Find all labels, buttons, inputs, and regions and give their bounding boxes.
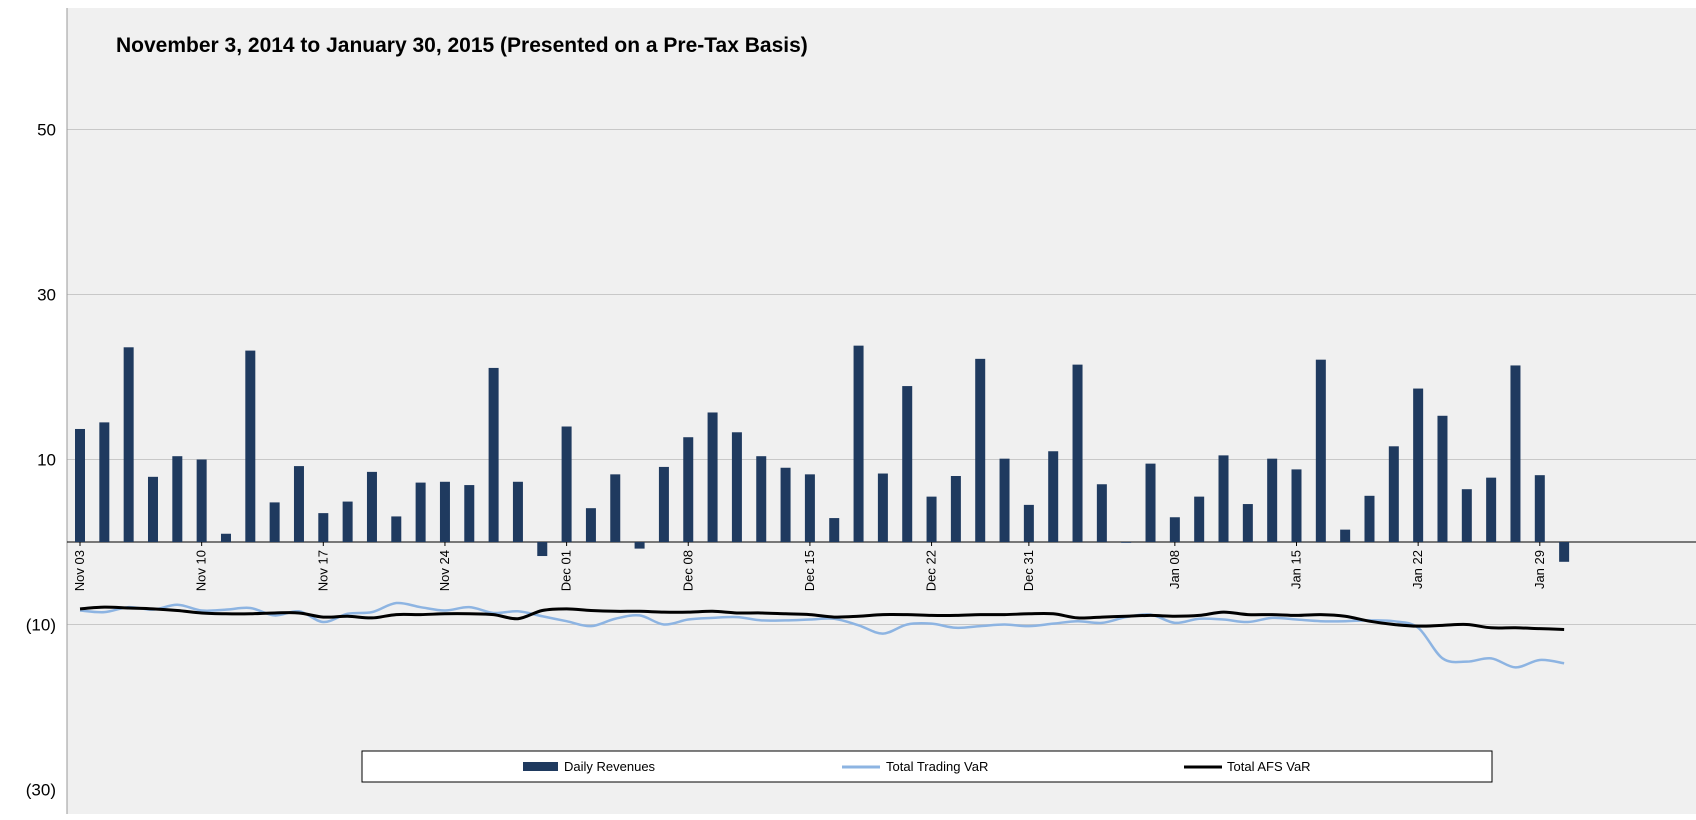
y-axis-ticks: 50 30 10 (10) (30) xyxy=(26,121,56,800)
revenue-bar xyxy=(829,518,840,542)
x-tick-label: Nov 10 xyxy=(194,550,209,591)
revenue-bar xyxy=(123,347,134,542)
y-tick-label: 30 xyxy=(37,286,56,305)
revenue-bar xyxy=(658,466,669,542)
revenue-bar xyxy=(683,437,694,542)
plot-area xyxy=(67,8,1696,814)
revenue-bar xyxy=(269,502,280,542)
x-tick-label: Jan 15 xyxy=(1289,550,1304,589)
revenue-bar xyxy=(1267,458,1278,542)
revenue-bar xyxy=(488,367,499,542)
revenue-bar xyxy=(196,459,207,542)
revenue-bar xyxy=(1486,477,1497,542)
revenue-bar xyxy=(975,358,986,542)
revenue-bar xyxy=(1534,475,1545,542)
revenue-bar xyxy=(999,458,1010,542)
revenue-bar xyxy=(877,473,888,542)
revenue-bar xyxy=(99,422,110,542)
x-tick-label: Jan 29 xyxy=(1532,550,1547,589)
gridlines xyxy=(67,129,1696,625)
revenue-bar xyxy=(245,350,256,542)
revenue-bar xyxy=(512,481,523,542)
revenue-bar xyxy=(1242,504,1253,542)
revenue-bar xyxy=(464,485,475,542)
x-tick-label: Dec 15 xyxy=(802,550,817,591)
x-tick-label: Nov 24 xyxy=(437,550,452,591)
revenue-bar xyxy=(610,474,621,542)
revenue-bar xyxy=(1437,415,1448,542)
y-tick-label: 50 xyxy=(37,121,56,140)
revenue-bar xyxy=(172,456,183,542)
revenue-bar xyxy=(1072,364,1083,542)
revenue-bar xyxy=(707,412,718,542)
x-tick-label: Dec 01 xyxy=(559,550,574,591)
revenue-bar xyxy=(780,467,791,542)
chart-title: November 3, 2014 to January 30, 2015 (Pr… xyxy=(116,34,808,57)
y-tick-label: 10 xyxy=(37,451,56,470)
revenue-bar xyxy=(731,432,742,542)
revenue-bar xyxy=(1340,529,1351,542)
x-tick-label: Dec 08 xyxy=(680,550,695,591)
revenue-bar xyxy=(926,496,937,542)
revenue-bar xyxy=(634,542,645,549)
revenue-bar xyxy=(561,426,572,542)
x-tick-label: Jan 22 xyxy=(1410,550,1425,589)
x-tick-label: Dec 22 xyxy=(924,550,939,591)
revenue-bar xyxy=(75,428,85,542)
revenue-bar xyxy=(1194,496,1205,542)
revenue-bar xyxy=(1461,489,1472,542)
legend-label-trading-var: Total Trading VaR xyxy=(886,759,988,774)
revenue-bar xyxy=(1096,484,1107,542)
legend: Daily Revenues Total Trading VaR Total A… xyxy=(361,750,1493,783)
revenue-bar xyxy=(318,513,329,542)
revenue-bar xyxy=(950,476,961,542)
revenue-bar xyxy=(342,501,353,542)
y-tick-label: (10) xyxy=(26,616,56,635)
daily-revenues-bars xyxy=(75,345,1570,562)
x-tick-label: Nov 17 xyxy=(315,550,330,591)
revenue-bar xyxy=(1315,359,1326,542)
total-trading-var-line xyxy=(79,601,1565,669)
revenue-bar xyxy=(756,456,767,542)
revenue-bar xyxy=(415,482,426,542)
revenue-bar xyxy=(902,386,913,542)
revenue-bar xyxy=(1023,504,1034,542)
revenue-bar xyxy=(1559,542,1570,562)
revenue-bar xyxy=(1510,365,1521,542)
x-tick-label: Nov 03 xyxy=(72,550,87,591)
revenue-bar xyxy=(853,345,864,542)
revenue-bar xyxy=(220,533,231,542)
revenue-bar xyxy=(1145,463,1156,542)
revenue-bar xyxy=(1364,495,1375,542)
revenue-bar xyxy=(1291,469,1302,542)
x-tick-label: Jan 08 xyxy=(1167,550,1182,589)
revenue-bar xyxy=(439,481,450,542)
revenue-bar xyxy=(391,516,402,542)
legend-label-daily-revenues: Daily Revenues xyxy=(564,759,656,774)
revenue-bar xyxy=(1413,388,1424,542)
revenue-bar xyxy=(293,466,304,542)
revenue-bar xyxy=(1169,517,1180,542)
x-axis-ticks: Nov 03 Nov 10 Nov 17 Nov 24 Dec 01 Dec 08 Dec … xyxy=(72,542,1547,591)
x-tick-label: Dec 31 xyxy=(1021,550,1036,591)
revenue-bar xyxy=(1388,446,1399,542)
revenue-bar xyxy=(147,476,158,542)
revenue-bar xyxy=(804,474,815,542)
revenue-bar xyxy=(1121,542,1132,543)
revenue-bar xyxy=(366,471,377,542)
revenue-bar xyxy=(1048,451,1059,542)
revenue-bar xyxy=(1218,455,1229,542)
var-lines xyxy=(79,601,1565,669)
legend-label-afs-var: Total AFS VaR xyxy=(1227,759,1311,774)
legend-swatch-daily-revenues xyxy=(523,762,558,771)
revenue-bar xyxy=(585,508,596,542)
y-tick-label: (30) xyxy=(26,781,56,800)
revenue-bar xyxy=(537,542,548,557)
total-afs-var-line xyxy=(79,605,1565,631)
